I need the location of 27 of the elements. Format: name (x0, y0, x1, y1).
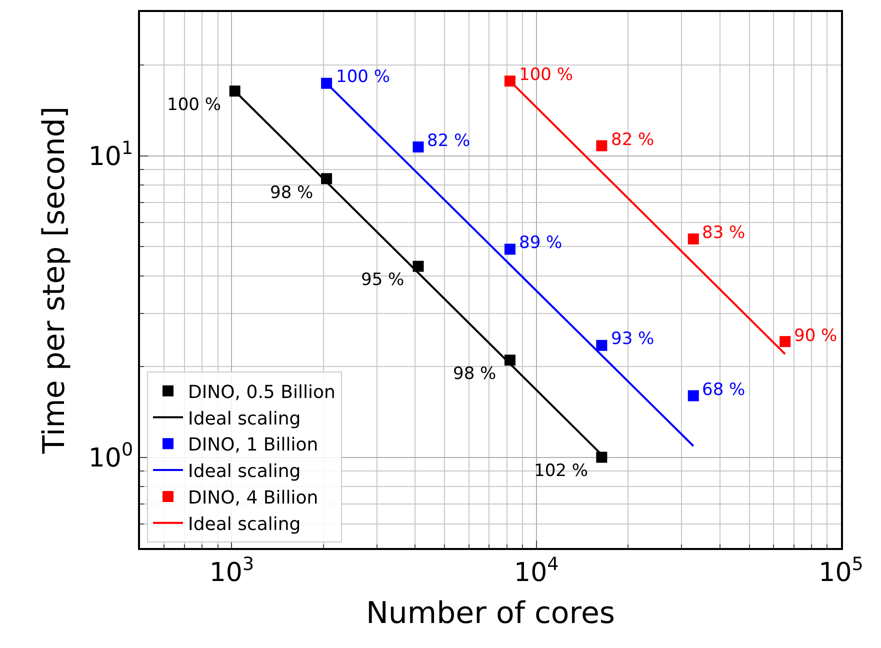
y-axis-title: Time per step [second] (36, 106, 72, 455)
annotation: 89 % (519, 233, 562, 253)
legend-label: DINO, 4 Billion (188, 487, 318, 508)
legend-label: Ideal scaling (188, 408, 301, 430)
annotation: 102 % (534, 461, 588, 481)
legend-label: DINO, 0.5 Billion (188, 382, 336, 403)
annotation: 100 % (336, 67, 390, 87)
x-axis-title: Number of cores (366, 596, 616, 631)
annotation: 82 % (427, 131, 470, 151)
y-tick-label: 10$^{1}$ (88, 138, 134, 172)
annotation: 90 % (794, 326, 838, 346)
x-tick-label: 10$^{3}$ (209, 554, 254, 588)
legend-label: Ideal scaling (188, 461, 301, 482)
x-tick-label: 10$^{5}$ (818, 554, 864, 588)
annotation: 95 % (361, 270, 404, 290)
annotation: 98 % (453, 364, 496, 384)
legend-label: Ideal scaling (188, 514, 301, 535)
x-tick-label: 10$^{4}$ (514, 554, 559, 588)
annotation: 68 % (702, 380, 746, 400)
y-tick-label: 10$^{0}$ (88, 439, 134, 474)
annotation: 100 % (167, 95, 222, 115)
annotation: 100 % (519, 65, 574, 85)
annotation: 93 % (611, 329, 654, 349)
annotation: 98 % (270, 183, 314, 203)
annotation: 83 % (702, 223, 746, 243)
legend-label: DINO, 1 Billion (188, 434, 318, 456)
annotation: 82 % (611, 130, 654, 150)
